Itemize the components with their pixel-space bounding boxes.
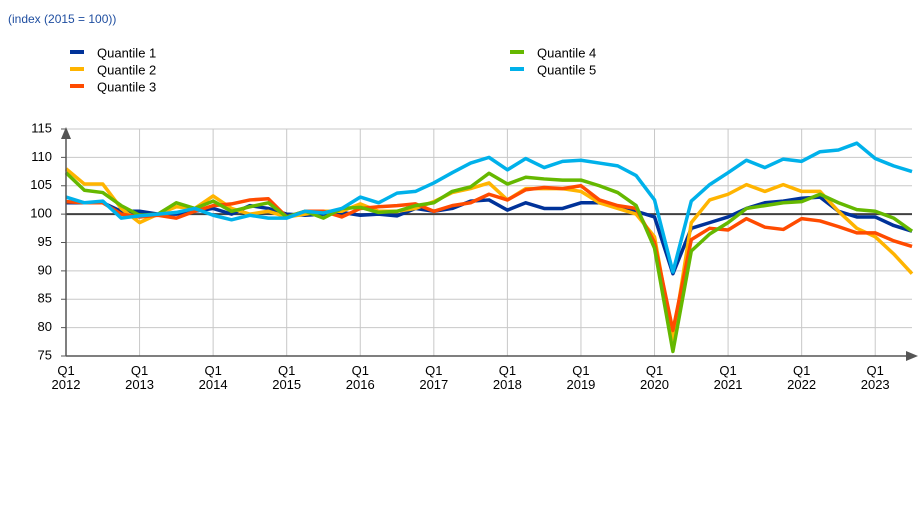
x-tick-label: Q1 2021 <box>713 363 743 392</box>
x-tick-label: Q1 2016 <box>345 363 375 392</box>
legend-label: Quantile 2 <box>97 62 156 77</box>
x-tick-label: Q1 2015 <box>272 363 302 392</box>
x-tick-label: Q1 2022 <box>787 363 817 392</box>
series-line <box>64 171 914 354</box>
x-tick-label: Q1 2020 <box>640 363 669 392</box>
x-axis-arrow <box>906 351 918 361</box>
y-tick-label: 85 <box>38 291 52 306</box>
y-tick-label: 90 <box>38 262 52 277</box>
axis-title: (index (2015 = 100)) <box>8 12 116 26</box>
y-axis-arrow <box>61 127 71 139</box>
legend-label: Quantile 5 <box>537 62 596 77</box>
y-tick-label: 75 <box>38 347 52 362</box>
x-tick-label: Q1 2014 <box>198 363 228 392</box>
legend-label: Quantile 4 <box>537 45 596 60</box>
series-line <box>65 141 913 274</box>
series-line <box>64 167 914 341</box>
y-tick-label: 105 <box>30 177 52 192</box>
legend-label: Quantile 3 <box>97 79 156 94</box>
y-tick-label: 80 <box>38 319 52 334</box>
x-tick-label: Q1 2013 <box>125 363 155 392</box>
series-line <box>66 195 913 276</box>
y-tick-label: 100 <box>30 206 52 221</box>
y-tick-label: 110 <box>31 149 52 164</box>
legend-label: Quantile 1 <box>97 45 156 60</box>
y-tick-label: 95 <box>38 234 52 249</box>
x-tick-label: Q1 2018 <box>492 363 522 392</box>
series-line <box>65 184 913 333</box>
x-tick-label: Q1 2012 <box>51 363 81 392</box>
x-tick-label: Q1 2017 <box>419 363 449 392</box>
y-tick-label: 115 <box>31 120 52 135</box>
x-tick-label: Q1 2023 <box>860 363 890 392</box>
x-tick-label: Q1 2019 <box>566 363 596 392</box>
